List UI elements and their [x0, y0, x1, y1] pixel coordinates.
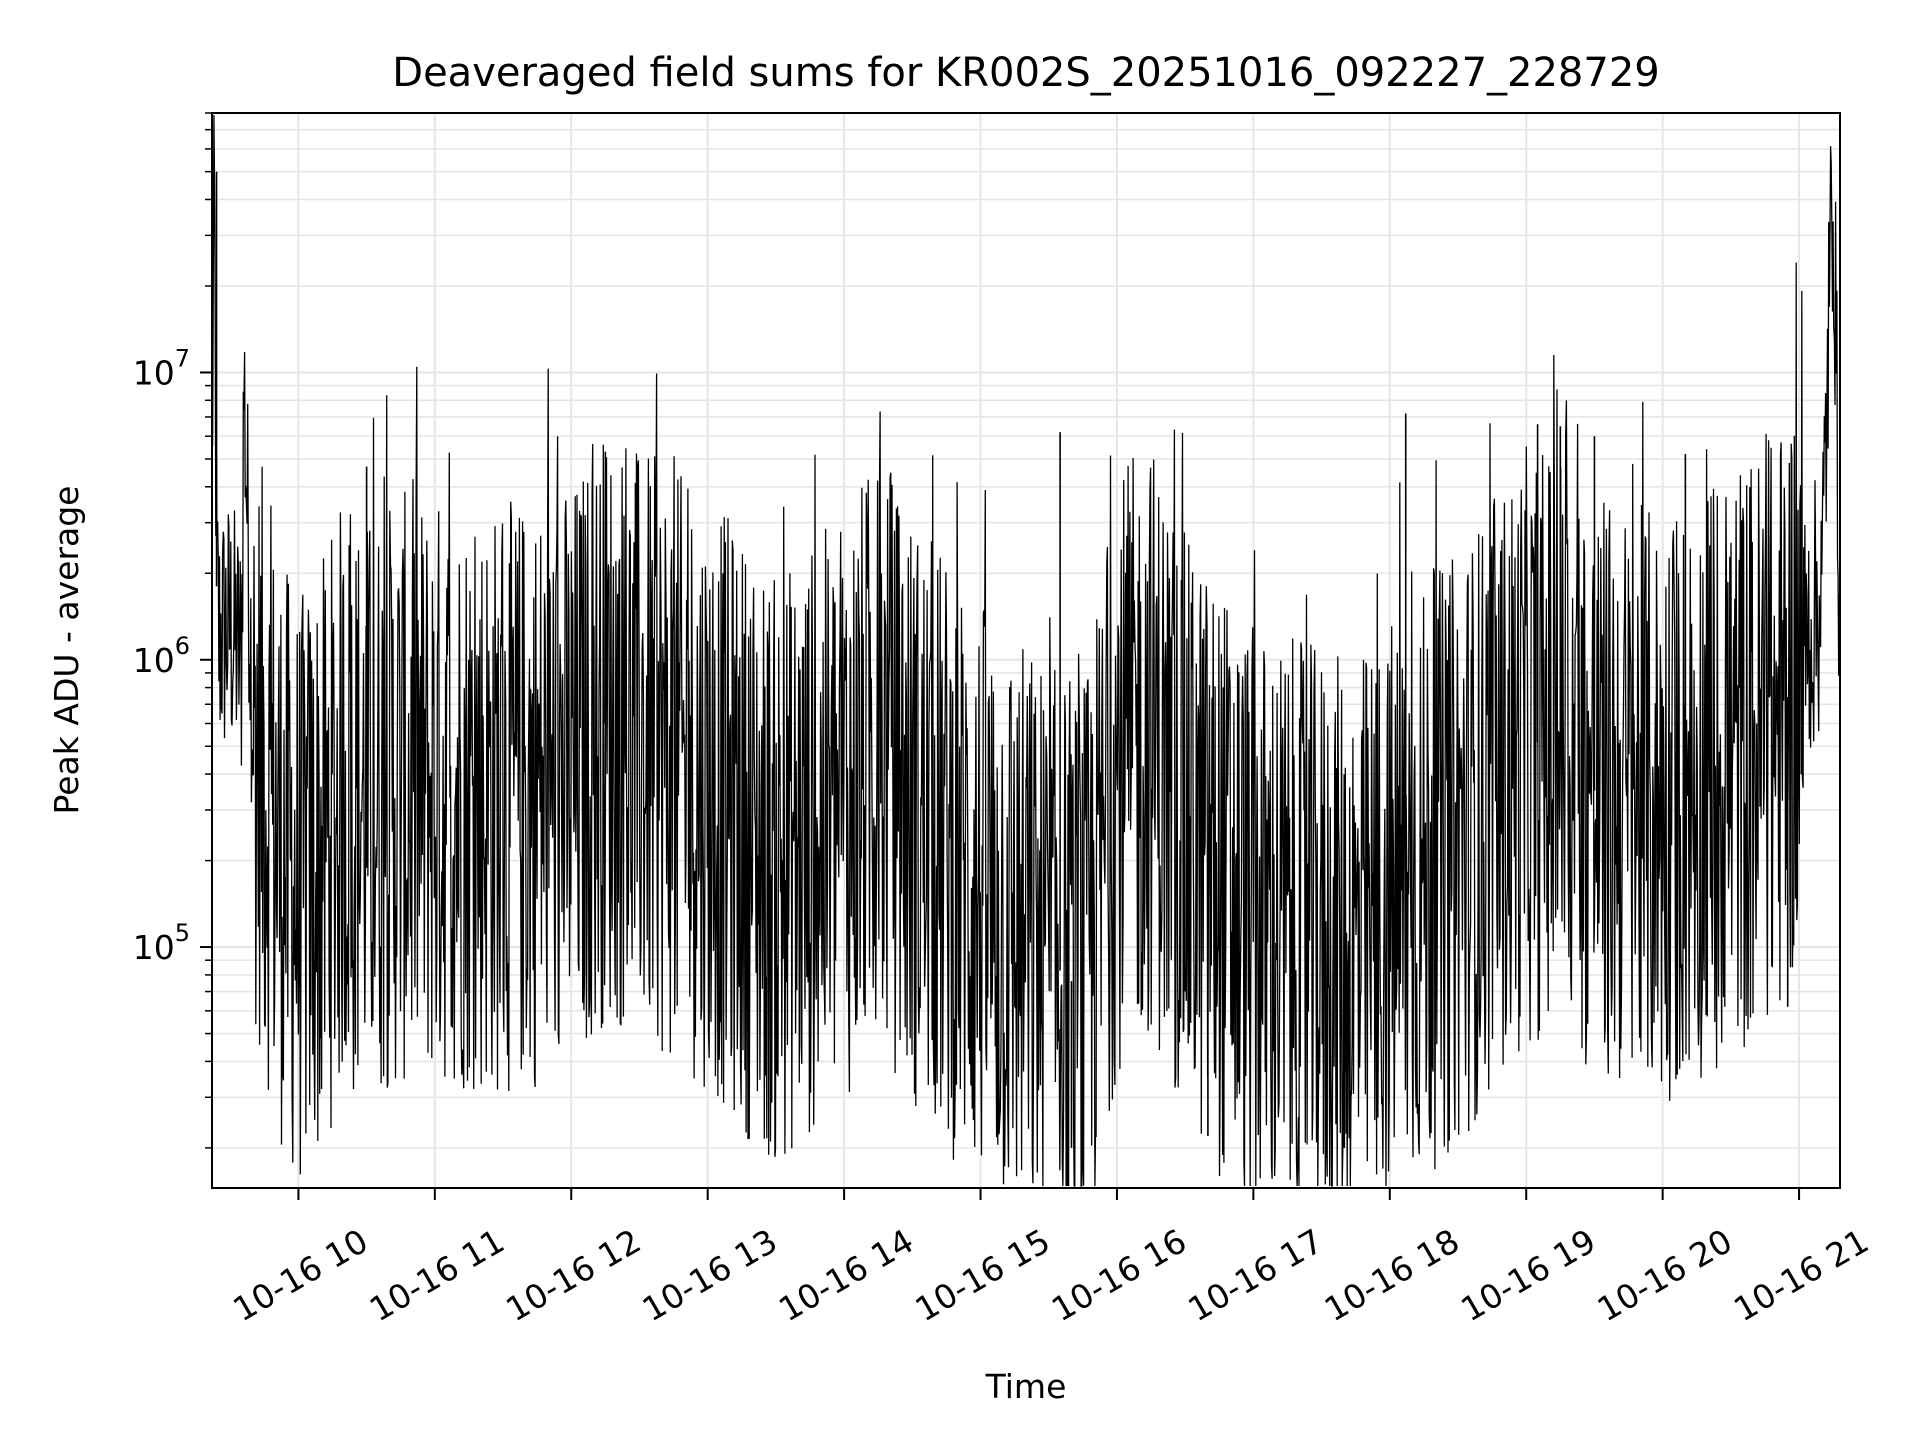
y-tick-label: 106	[133, 632, 190, 680]
y-axis: 105 106 107	[133, 112, 212, 1149]
x-axis-label: Time	[985, 1367, 1067, 1406]
chart-title: Deaveraged field sums for KR002S_2025101…	[392, 50, 1659, 96]
y-axis-label: Peak ADU - average	[47, 486, 86, 815]
plot-line-group	[211, 114, 1841, 1187]
series-line	[211, 114, 1841, 1187]
y-tick-label: 105	[133, 919, 190, 967]
plot-frame	[211, 112, 1841, 1189]
y-tick-label: 107	[133, 344, 190, 392]
